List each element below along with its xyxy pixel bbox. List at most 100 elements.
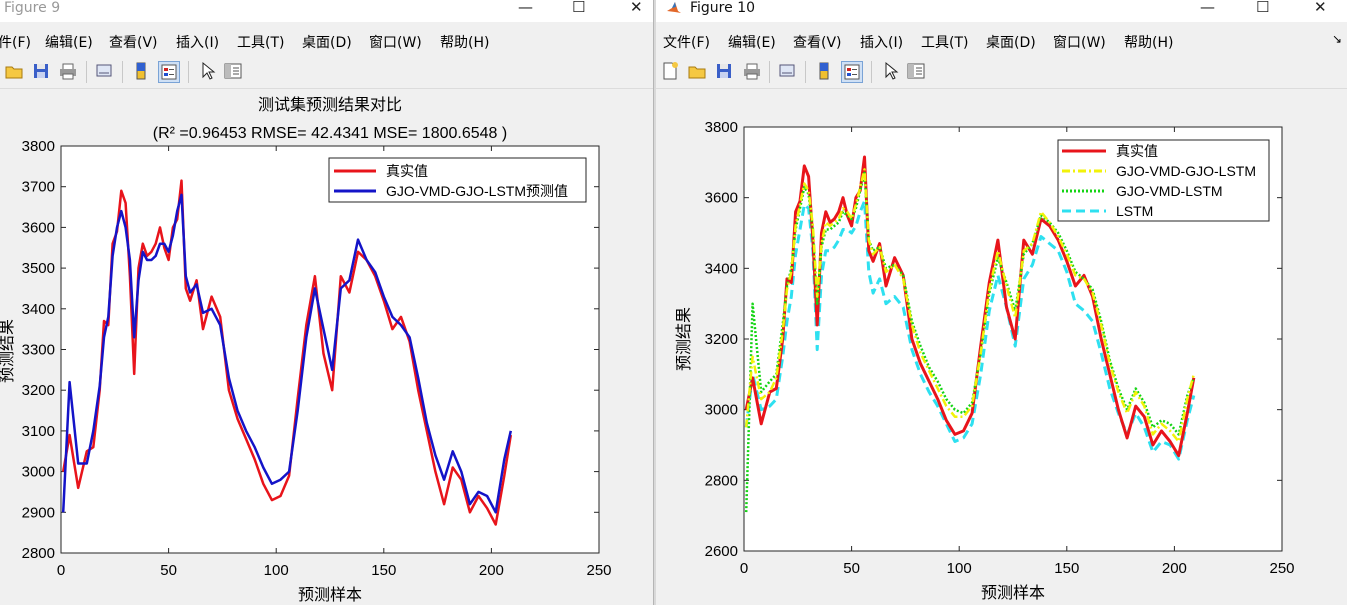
save-icon[interactable]: [31, 61, 51, 81]
x-axis: 0 50 100 150 200 250: [740, 127, 1295, 577]
window-divider: [653, 0, 657, 605]
figure10-title: Figure 10: [690, 0, 756, 16]
x-tick-label: 200: [1162, 560, 1187, 577]
x-tick-label: 150: [1054, 560, 1079, 577]
menu-help[interactable]: 帮助(H): [1124, 35, 1174, 51]
open-file-icon[interactable]: [4, 61, 24, 81]
toolbar-separator: [188, 61, 189, 83]
toolbar-separator: [86, 61, 87, 83]
print-icon[interactable]: [58, 61, 78, 81]
toolbar-separator: [871, 61, 872, 83]
figure10-chart: 2600 2800 3000 3200 3400 3600 3800 0 50 100 150 20…: [675, 119, 1295, 602]
figure9-toolbar: [0, 56, 653, 89]
y-tick-label: 3200: [22, 382, 55, 399]
menu-view[interactable]: 查看(V): [793, 35, 842, 51]
series-line-lstm: [744, 199, 1196, 461]
figure9-title: Figure 9: [4, 0, 61, 16]
x-tick-label: 50: [160, 562, 177, 579]
y-tick-label: 2800: [705, 472, 738, 489]
menu-edit[interactable]: 编辑(E): [728, 35, 776, 51]
menu-tools[interactable]: 工具(T): [237, 35, 285, 51]
maximize-button[interactable]: ☐: [1256, 0, 1270, 16]
menu-desktop[interactable]: 桌面(D): [986, 35, 1036, 51]
close-button[interactable]: ✕: [630, 0, 643, 16]
property-inspector-icon[interactable]: [223, 61, 243, 81]
new-figure-icon[interactable]: [660, 61, 680, 81]
colorbar-icon[interactable]: [814, 61, 834, 81]
minimize-button[interactable]: —: [518, 0, 533, 16]
legend-label-gjo-vmd-lstm: GJO-VMD-LSTM: [1116, 183, 1223, 199]
figure10-toolbar: [656, 56, 1347, 89]
menu-insert[interactable]: 插入(I): [176, 35, 220, 51]
legend-label-real: 真实值: [386, 163, 428, 179]
y-axis-label: 预测结果: [675, 307, 693, 371]
close-button[interactable]: ✕: [1314, 0, 1327, 16]
x-tick-label: 250: [586, 562, 611, 579]
figure10-menubar: 文件(F) 编辑(E) 查看(V) 插入(I) 工具(T) 桌面(D) 窗口(W…: [656, 28, 1347, 52]
x-tick-label: 100: [264, 562, 289, 579]
menu-view[interactable]: 查看(V): [109, 35, 158, 51]
menu-tools[interactable]: 工具(T): [921, 35, 969, 51]
menu-window[interactable]: 窗口(W): [369, 35, 422, 51]
open-file-icon[interactable]: [687, 61, 707, 81]
maximize-button[interactable]: ☐: [572, 0, 586, 16]
y-tick-label: 3700: [22, 179, 55, 196]
series-lines: [744, 155, 1196, 513]
y-tick-label: 2600: [705, 543, 738, 560]
menu-insert[interactable]: 插入(I): [860, 35, 904, 51]
x-tick-label: 250: [1269, 560, 1294, 577]
dock-arrow-icon[interactable]: ↘: [1332, 32, 1343, 46]
figure9-canvas: 测试集预测结果对比 (R² =0.96453 RMSE= 42.4341 MSE…: [0, 89, 653, 605]
series-lines: [61, 179, 513, 526]
toolbar-separator: [769, 61, 770, 83]
y-tick-label: 3600: [705, 190, 738, 207]
series-line-real: [61, 179, 513, 526]
minimize-button[interactable]: —: [1200, 0, 1215, 16]
link-figure-icon[interactable]: [777, 61, 797, 81]
x-tick-label: 0: [57, 562, 65, 579]
menu-file[interactable]: 文件(F): [663, 35, 710, 51]
y-tick-label: 3500: [22, 260, 55, 277]
series-line-real: [744, 155, 1196, 458]
y-tick-label: 3100: [22, 423, 55, 440]
y-tick-label: 3400: [705, 260, 738, 277]
legend-icon[interactable]: [158, 61, 180, 83]
legend-label-gjo-vmd-gjo-lstm: GJO-VMD-GJO-LSTM: [1116, 163, 1256, 179]
figure10-titlebar: Figure 10 — ☐ ✕: [656, 0, 1347, 22]
y-tick-label: 3400: [22, 301, 55, 318]
y-axis: 2600 2800 3000 3200 3400 3600 3800: [705, 119, 1282, 560]
legend[interactable]: 真实值 GJO-VMD-GJO-LSTM GJO-VMD-LSTM LSTM: [1057, 139, 1270, 222]
y-axis-label: 预测结果: [0, 319, 16, 383]
pointer-icon[interactable]: [880, 61, 900, 81]
link-figure-icon[interactable]: [94, 61, 114, 81]
figure9-titlebar: Figure 9 — ☐ ✕: [0, 0, 653, 22]
colorbar-icon[interactable]: [131, 61, 151, 81]
menu-window[interactable]: 窗口(W): [1053, 35, 1106, 51]
legend-icon[interactable]: [841, 61, 863, 83]
figure9-title-group: 测试集预测结果对比 (R² =0.96453 RMSE= 42.4341 MSE…: [153, 96, 507, 142]
toolbar-separator: [805, 61, 806, 83]
y-tick-label: 3200: [705, 331, 738, 348]
pointer-icon[interactable]: [197, 61, 217, 81]
y-tick-label: 2800: [22, 545, 55, 562]
legend[interactable]: 真实值 GJO-VMD-GJO-LSTM预测值: [328, 157, 587, 203]
print-icon[interactable]: [742, 61, 762, 81]
figure9-menubar: 件(F) 编辑(E) 查看(V) 插入(I) 工具(T) 桌面(D) 窗口(W)…: [0, 28, 653, 52]
series-line-gjo-vmd-gjo-lstm: [61, 193, 513, 514]
figure9-chart: 测试集预测结果对比 (R² =0.96453 RMSE= 42.4341 MSE…: [0, 96, 612, 604]
property-inspector-icon[interactable]: [906, 61, 926, 81]
plot-area: [60, 145, 600, 554]
series-line-gjo-vmd-gjo-lstm: [744, 168, 1196, 443]
x-tick-label: 50: [843, 560, 860, 577]
menu-file[interactable]: 件(F): [0, 35, 31, 51]
y-tick-label: 3300: [22, 342, 55, 359]
menu-edit[interactable]: 编辑(E): [45, 35, 93, 51]
menu-desktop[interactable]: 桌面(D): [302, 35, 352, 51]
matlab-logo-icon: [667, 2, 681, 13]
y-tick-label: 2900: [22, 504, 55, 521]
x-axis-label: 预测样本: [981, 584, 1045, 602]
save-icon[interactable]: [714, 61, 734, 81]
legend-label-pred: GJO-VMD-GJO-LSTM预测值: [386, 183, 568, 199]
legend-label-lstm: LSTM: [1116, 203, 1153, 219]
menu-help[interactable]: 帮助(H): [440, 35, 490, 51]
